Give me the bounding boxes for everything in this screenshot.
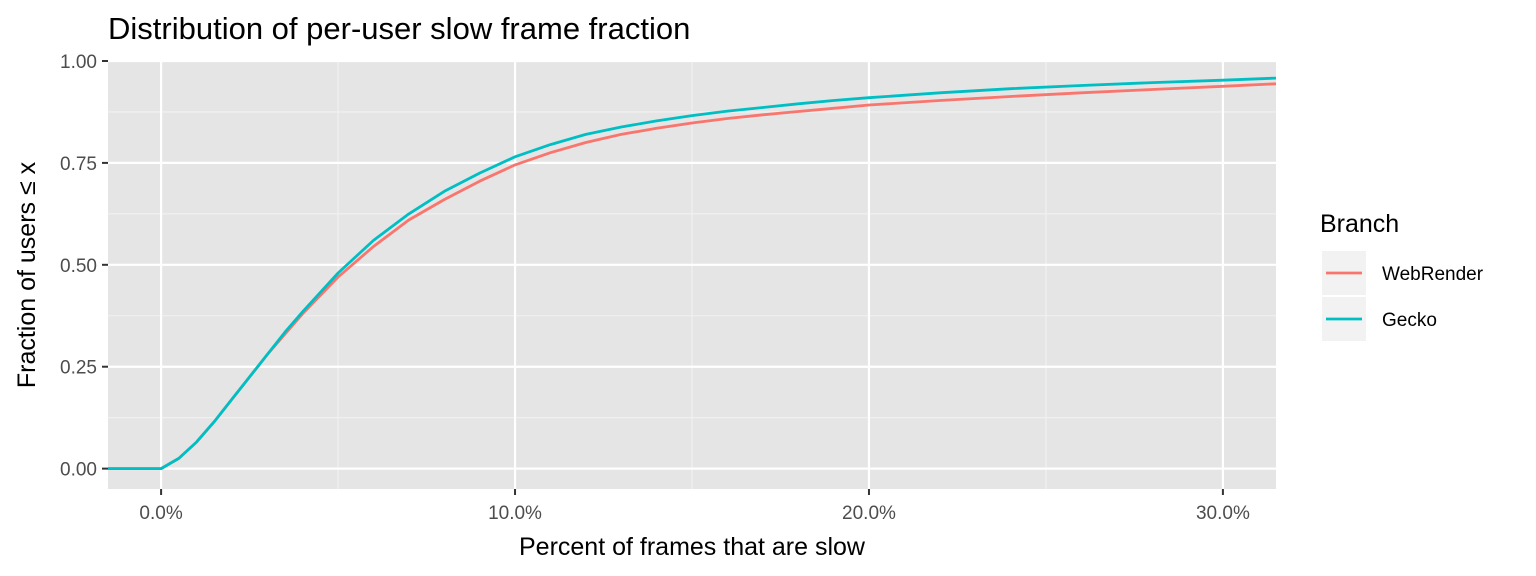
- series-line-gecko: [108, 76, 1277, 470]
- chart-title: Distribution of per-user slow frame frac…: [108, 11, 690, 46]
- x-tick-label: 0.0%: [139, 503, 182, 524]
- y-tick-label: 0.75: [60, 154, 97, 175]
- grid: [108, 59, 1276, 489]
- y-tick-label: 0.00: [60, 460, 97, 481]
- x-tick-label: 30.0%: [1196, 503, 1250, 524]
- legend-title: Branch: [1320, 210, 1399, 238]
- axes: 0.00 0.25 0.50 0.75 1.00 0.0% 10.0% 20.0% 30.0%: [60, 52, 1250, 524]
- legend-label-gecko: Gecko: [1382, 310, 1437, 331]
- y-tick-label: 1.00: [60, 52, 97, 73]
- y-tick-label: 0.50: [60, 256, 97, 277]
- x-tick-label: 10.0%: [488, 503, 542, 524]
- y-tick-label: 0.25: [60, 358, 97, 379]
- x-tick-label: 20.0%: [842, 503, 896, 524]
- x-axis-title: Percent of frames that are slow: [519, 533, 866, 561]
- series-lines: [108, 76, 1277, 470]
- y-axis-title: Fraction of users ≤ x: [13, 161, 41, 388]
- legend-label-webrender: WebRender: [1382, 264, 1484, 285]
- legend: Branch WebRender Gecko: [1320, 210, 1484, 341]
